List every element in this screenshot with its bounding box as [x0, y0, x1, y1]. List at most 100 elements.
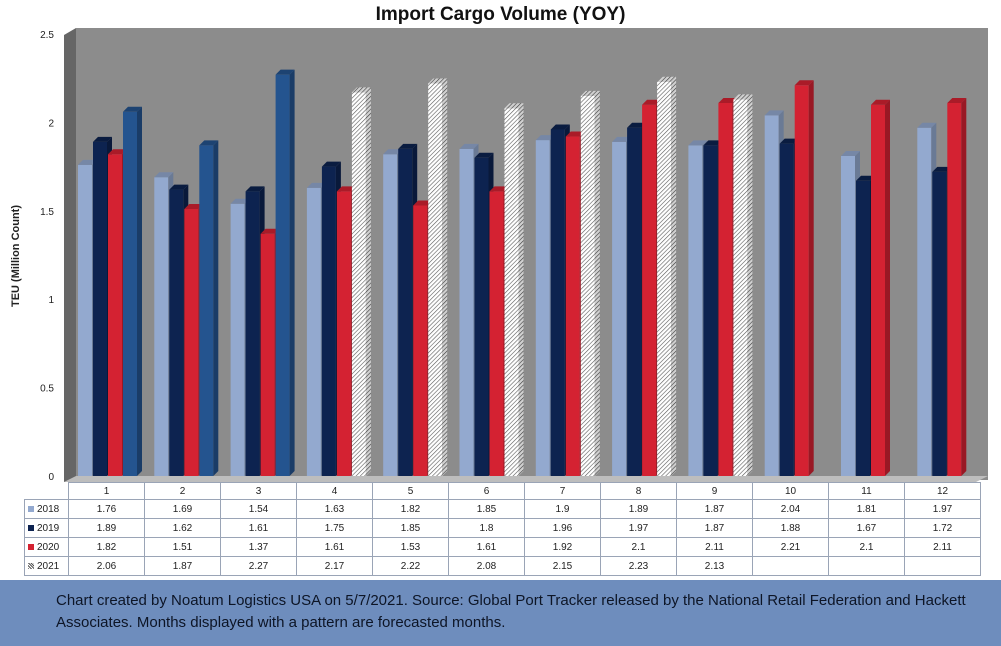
table-cell: 1.81 [828, 499, 905, 519]
table-cell: 2.17 [296, 556, 373, 576]
bar-front [504, 108, 519, 477]
bar-2020-month-10 [794, 80, 814, 476]
y-tick-label: 1 [48, 295, 54, 306]
bar-top [580, 90, 600, 96]
bar-front [612, 141, 627, 476]
bar-top [78, 159, 97, 165]
bar-side [747, 94, 753, 476]
table-cell: 1.72 [904, 518, 981, 538]
table-header-cell: 11 [828, 482, 905, 500]
table-cell: 1.82 [68, 537, 145, 557]
bar-front [932, 171, 947, 477]
bar-top [841, 150, 860, 156]
table-cell: 2.22 [372, 556, 449, 576]
table-cell: 1.69 [144, 499, 221, 519]
bar-front [336, 191, 351, 477]
legend-label: 2019 [37, 522, 60, 534]
table-cell [752, 556, 829, 576]
table-cell: 1.63 [296, 499, 373, 519]
table-header-cell: 8 [600, 482, 677, 500]
bar-top [764, 110, 784, 116]
table-row-2020: 2020 1.82 1.51 1.37 1.61 1.53 1.61 1.92 … [24, 537, 981, 557]
table-cell: 1.89 [68, 518, 145, 538]
table-cell: 1.87 [676, 518, 753, 538]
bar-front [642, 104, 657, 476]
bar-2021-month-3 [275, 69, 295, 476]
bar-front [93, 141, 107, 476]
bar-front [657, 81, 672, 477]
bar-top [688, 140, 708, 146]
table-cell: 2.04 [752, 499, 829, 519]
bar-top [154, 172, 174, 178]
bar-front [108, 154, 122, 476]
table-cell: 2.15 [524, 556, 601, 576]
bar-front [413, 205, 428, 476]
table-row-2018: 2018 1.76 1.69 1.54 1.63 1.82 1.85 1.9 1… [24, 499, 981, 519]
bar-front [627, 127, 642, 476]
bar-top [199, 140, 219, 146]
bar-top [718, 97, 738, 103]
bar-front [230, 203, 245, 476]
bar-top [947, 97, 967, 103]
table-cell: 1.62 [144, 518, 221, 538]
bar-2021-month-6 [504, 103, 524, 477]
bar-front [917, 127, 932, 476]
bar-top [184, 204, 204, 210]
bar-2021-month-1 [123, 106, 142, 477]
bar-side [289, 69, 295, 476]
bar-front [351, 92, 366, 477]
table-cell: 1.97 [904, 499, 981, 519]
bar-side [518, 103, 524, 477]
table-cell: 2.13 [676, 556, 753, 576]
table-cell: 1.92 [524, 537, 601, 557]
legend-swatch-2021 [28, 562, 34, 569]
table-cell: 1.87 [676, 499, 753, 519]
bar-top [351, 87, 371, 93]
bar-front [154, 177, 169, 476]
bar-top [932, 166, 952, 172]
bar-top [245, 186, 265, 192]
table-header-row: 1 2 3 4 5 6 7 8 9 10 11 12 [25, 482, 981, 500]
bar-2021-month-7 [580, 90, 600, 476]
table-header-cell: 10 [752, 482, 829, 500]
footer-banner: Chart created by Noatum Logistics USA on… [0, 580, 1001, 646]
y-tick-label: 0 [48, 472, 54, 482]
table-cell [904, 556, 981, 576]
left-wall [64, 28, 76, 482]
table-header-cell: 12 [904, 482, 981, 500]
bar-front [764, 115, 779, 476]
table-cell: 1.82 [372, 499, 449, 519]
bar-top [612, 136, 632, 142]
bar-side [885, 99, 890, 476]
table-cell: 1.8 [448, 518, 525, 538]
bar-front [550, 129, 565, 477]
bar-side [213, 140, 219, 476]
legend-label: 2018 [37, 503, 60, 515]
bar-top [871, 99, 890, 105]
bar-top [535, 135, 555, 141]
table-cell: 2.08 [448, 556, 525, 576]
table-cell: 1.53 [372, 537, 449, 557]
bar-top [428, 78, 448, 84]
bar-front [245, 191, 260, 477]
table-cell: 2.1 [600, 537, 677, 557]
table-cell: 1.87 [144, 556, 221, 576]
table-cell: 1.75 [296, 518, 373, 538]
bar-top [413, 200, 433, 206]
bar-top [306, 182, 326, 188]
bar-top [474, 152, 494, 158]
bar-front [123, 111, 137, 477]
bar-front [78, 164, 92, 476]
bar-top [398, 143, 418, 149]
bar-front [474, 157, 489, 476]
legend-label: 2021 [37, 560, 60, 572]
bar-side [365, 87, 371, 477]
table-cell: 1.67 [828, 518, 905, 538]
table-cell: 1.85 [448, 499, 525, 519]
legend-2018: 2018 [24, 499, 69, 519]
table-header-cell: 4 [296, 482, 373, 500]
bar-top [642, 99, 662, 105]
table-cell: 1.51 [144, 537, 221, 557]
data-table: 1 2 3 4 5 6 7 8 9 10 11 12 2018 1.76 1.6… [24, 482, 981, 576]
bar-side [808, 80, 814, 476]
